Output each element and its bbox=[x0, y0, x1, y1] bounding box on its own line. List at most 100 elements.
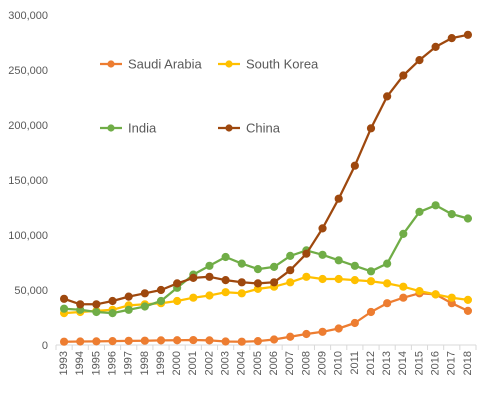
data-point-china bbox=[221, 276, 230, 285]
data-point-india bbox=[253, 265, 263, 274]
legend-item-south-korea: South Korea bbox=[218, 57, 319, 72]
x-tick-label: 2010 bbox=[333, 351, 345, 375]
y-tick-label: 50,000 bbox=[14, 285, 48, 297]
data-point-south-korea bbox=[237, 289, 246, 298]
data-point-india bbox=[431, 201, 440, 210]
data-point-china bbox=[415, 56, 424, 65]
series-group bbox=[59, 30, 473, 346]
x-tick-label: 2017 bbox=[446, 351, 458, 375]
data-point-china bbox=[237, 278, 246, 287]
data-point-south-korea bbox=[302, 272, 311, 281]
y-tick-label: 300,000 bbox=[8, 10, 48, 22]
x-tick-label: 1996 bbox=[106, 351, 118, 375]
data-point-south-korea bbox=[366, 277, 376, 286]
data-point-india bbox=[124, 305, 133, 314]
y-tick-label: 0 bbox=[42, 340, 48, 352]
data-point-south-korea bbox=[399, 282, 408, 291]
data-point-saudi-arabia bbox=[108, 337, 117, 346]
x-tick-label: 2000 bbox=[171, 351, 183, 375]
data-point-india bbox=[383, 259, 392, 268]
data-point-saudi-arabia bbox=[76, 337, 85, 346]
data-point-south-korea bbox=[415, 287, 424, 296]
x-tick-label: 2005 bbox=[252, 351, 264, 375]
data-point-saudi-arabia bbox=[399, 293, 408, 302]
data-point-india bbox=[237, 259, 246, 268]
x-tick-label: 2004 bbox=[236, 351, 248, 375]
x-tick-label: 2009 bbox=[316, 351, 328, 375]
data-point-china bbox=[366, 124, 376, 133]
data-point-saudi-arabia bbox=[237, 337, 246, 346]
data-point-saudi-arabia bbox=[205, 336, 214, 345]
data-point-china bbox=[447, 34, 456, 43]
x-tick-label: 2002 bbox=[203, 351, 215, 375]
series-line-saudi-arabia bbox=[64, 292, 469, 343]
data-point-china bbox=[92, 300, 101, 309]
x-tick-label: 2008 bbox=[300, 351, 312, 375]
data-point-china bbox=[108, 296, 117, 306]
x-tick-label: 1998 bbox=[139, 351, 151, 375]
data-point-india bbox=[221, 252, 230, 262]
x-tick-label: 2006 bbox=[268, 351, 280, 375]
data-point-saudi-arabia bbox=[302, 329, 311, 339]
data-point-south-korea bbox=[173, 296, 182, 306]
data-point-south-korea bbox=[350, 276, 359, 285]
x-tick-label: 1997 bbox=[123, 351, 135, 375]
data-point-china bbox=[302, 249, 311, 258]
data-point-saudi-arabia bbox=[140, 336, 149, 345]
data-point-south-korea bbox=[221, 288, 230, 297]
data-point-saudi-arabia bbox=[92, 337, 101, 346]
data-point-india bbox=[350, 261, 359, 270]
data-point-china bbox=[253, 279, 263, 288]
legend-label: Saudi Arabia bbox=[128, 57, 202, 72]
data-point-china bbox=[189, 273, 198, 282]
data-point-saudi-arabia bbox=[253, 337, 263, 346]
data-point-saudi-arabia bbox=[59, 337, 69, 346]
data-point-china bbox=[350, 161, 359, 170]
x-tick-label: 2003 bbox=[220, 351, 232, 375]
data-point-saudi-arabia bbox=[221, 337, 230, 346]
data-point-china bbox=[124, 292, 133, 301]
x-tick-label: 2012 bbox=[365, 351, 377, 375]
x-tick-label: 2001 bbox=[187, 351, 199, 375]
x-tick-label: 1999 bbox=[155, 351, 167, 375]
data-point-india bbox=[92, 307, 101, 317]
data-point-saudi-arabia bbox=[156, 336, 166, 345]
data-point-china bbox=[383, 92, 392, 101]
data-point-india bbox=[399, 229, 408, 238]
data-point-china bbox=[140, 289, 149, 298]
data-point-china bbox=[431, 42, 440, 52]
data-point-saudi-arabia bbox=[463, 306, 473, 315]
legend-swatch-marker bbox=[107, 60, 115, 68]
data-point-china bbox=[59, 294, 69, 303]
data-point-south-korea bbox=[189, 293, 198, 302]
data-point-china bbox=[463, 30, 473, 39]
data-point-saudi-arabia bbox=[383, 299, 392, 308]
data-point-china bbox=[173, 279, 182, 288]
data-point-south-korea bbox=[286, 278, 295, 287]
legend-item-india: India bbox=[100, 121, 157, 136]
x-tick-label: 1994 bbox=[74, 351, 86, 375]
x-tick-label: 1993 bbox=[58, 351, 70, 375]
axes-group: 0 50,000 100,000 150,000 200,000 250,000 300,0… bbox=[8, 10, 477, 375]
data-point-south-korea bbox=[318, 274, 327, 284]
y-tick-label: 150,000 bbox=[8, 175, 48, 187]
data-point-india bbox=[140, 302, 149, 311]
data-point-saudi-arabia bbox=[286, 332, 295, 341]
data-point-india bbox=[318, 250, 327, 259]
legend-item-saudi-arabia: Saudi Arabia bbox=[100, 57, 202, 72]
series-saudi-arabia bbox=[59, 289, 473, 346]
legend-swatch-marker bbox=[107, 124, 115, 132]
x-tick-label: 2016 bbox=[430, 351, 442, 375]
data-point-saudi-arabia bbox=[124, 336, 133, 345]
data-point-south-korea bbox=[334, 274, 343, 284]
data-point-india bbox=[463, 214, 473, 223]
data-point-south-korea bbox=[205, 291, 214, 300]
y-tick-label: 100,000 bbox=[8, 230, 48, 242]
data-point-india bbox=[334, 256, 343, 265]
data-point-south-korea bbox=[447, 293, 456, 302]
data-point-china bbox=[269, 278, 279, 287]
data-point-china bbox=[334, 194, 343, 203]
data-point-saudi-arabia bbox=[269, 335, 279, 344]
data-point-india bbox=[205, 261, 214, 270]
